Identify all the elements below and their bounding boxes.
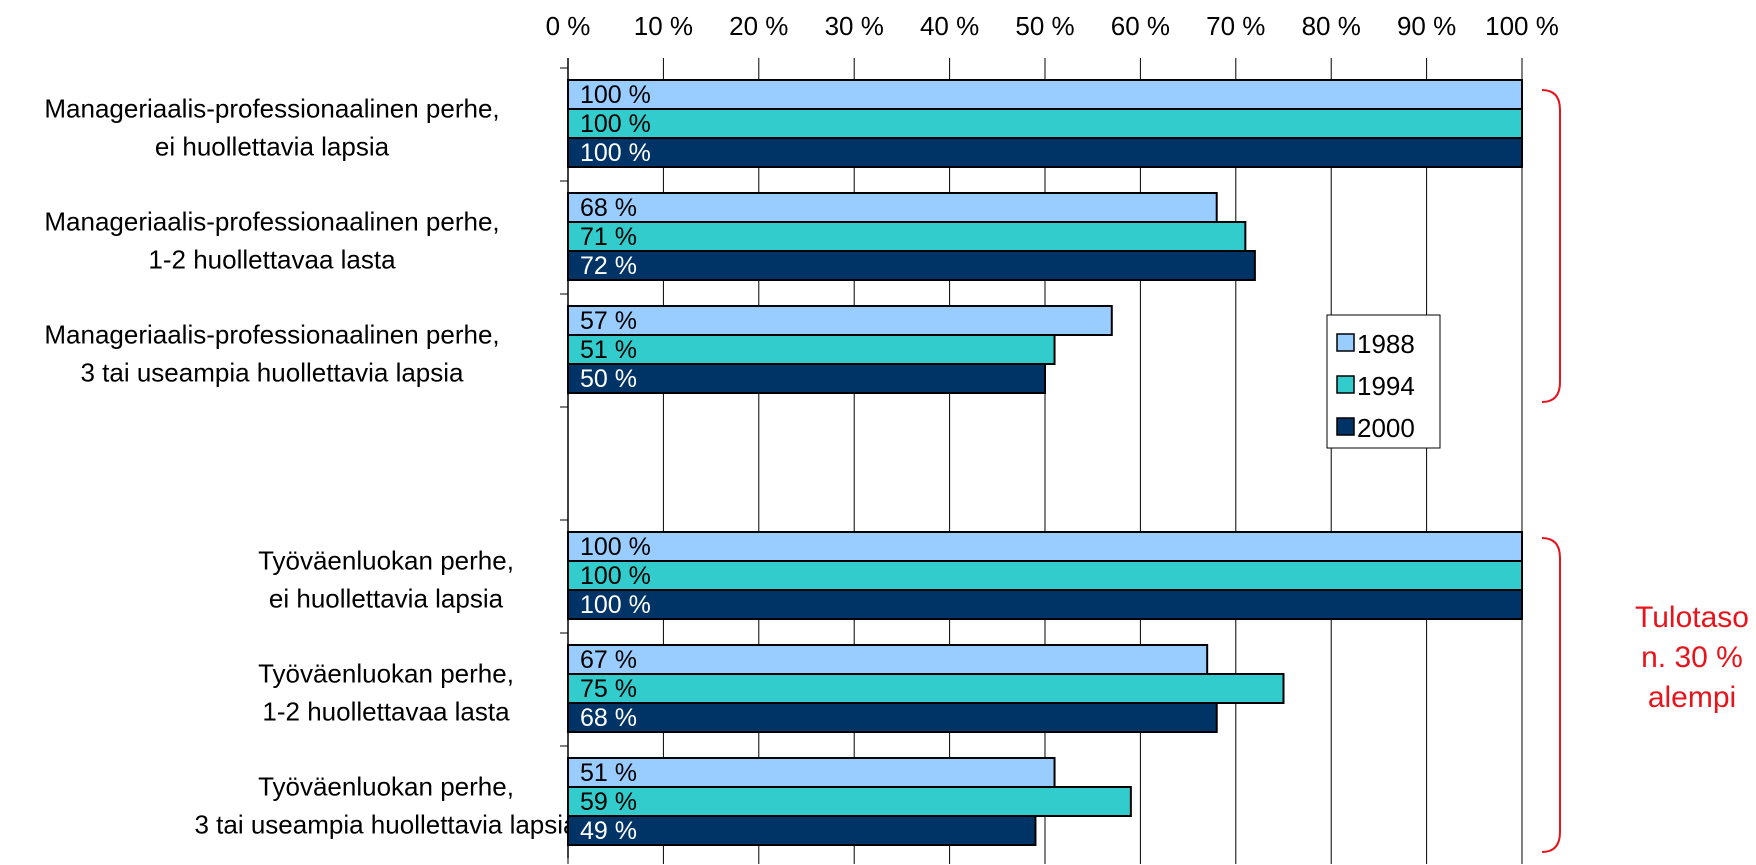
annotation-line: n. 30 % [1641, 641, 1743, 674]
category-labels: Manageriaalis-professionaalinen perhe, ei… [44, 94, 578, 840]
category-label: Työväenluokan perhe, 1-2 huollettavaa las… [258, 659, 514, 727]
category-label: Työväenluokan perhe, ei huollettavia laps… [258, 546, 514, 614]
x-tick-label: 40 % [920, 11, 979, 41]
bar-2000 [567, 589, 1523, 620]
bar-1988 [567, 757, 1056, 788]
category-label-line: 3 tai useampia huollettavia lapsia [194, 810, 578, 840]
bar-2000 [567, 250, 1256, 281]
bar-value-label: 59 % [580, 788, 637, 816]
legend-swatch [1336, 375, 1355, 394]
legend-swatch [1336, 417, 1355, 436]
x-tick-label: 70 % [1206, 11, 1265, 41]
annotation-line: Tulotaso [1635, 601, 1749, 634]
bar-value-label: 100 % [580, 81, 651, 109]
x-tick-label: 10 % [634, 11, 693, 41]
bar-value-label: 68 % [580, 704, 637, 732]
category-label: Työväenluokan perhe, 3 tai useampia huoll… [194, 772, 578, 840]
legend-label: 2000 [1357, 413, 1415, 443]
annotation-line: alempi [1648, 681, 1736, 714]
x-tick-label: 80 % [1302, 11, 1361, 41]
bar-1988 [567, 192, 1218, 223]
bar-1988 [567, 305, 1113, 336]
bar-value-label: 50 % [580, 365, 637, 393]
bar-1994 [567, 560, 1523, 591]
brackets [1541, 89, 1561, 853]
x-tick-label: 20 % [729, 11, 788, 41]
category-label-line: Työväenluokan perhe, [258, 659, 514, 689]
bar-1988 [567, 79, 1523, 110]
bar-value-label: 51 % [580, 336, 637, 364]
bar-1994 [567, 673, 1285, 704]
x-tick-label: 0 % [546, 11, 591, 41]
bar-1988 [567, 644, 1209, 675]
bar-1994 [567, 334, 1056, 365]
category-label: Manageriaalis-professionaalinen perhe, ei… [44, 94, 499, 162]
category-label-line: 1-2 huollettavaa lasta [148, 245, 396, 275]
x-tick-label: 100 % [1485, 11, 1559, 41]
category-label: Manageriaalis-professionaalinen perhe, 3 … [44, 320, 499, 388]
bar-value-label: 100 % [580, 533, 651, 561]
grid-lines [662, 58, 1523, 858]
category-label-line: Manageriaalis-professionaalinen perhe, [44, 207, 499, 237]
legend-label: 1994 [1357, 371, 1415, 401]
category-label-line: Manageriaalis-professionaalinen perhe, [44, 94, 499, 124]
bar-1994 [567, 108, 1523, 139]
x-axis: 0 % 10 % 20 % 30 % 40 % 50 % 60 % 70 % 80 % 90 % 1… [546, 11, 1559, 864]
bracket-working-class [1541, 537, 1561, 853]
category-label-line: ei huollettavia lapsia [155, 132, 390, 162]
category-label-line: ei huollettavia lapsia [269, 584, 504, 614]
bar-1994 [567, 221, 1247, 252]
x-tick-label: 30 % [825, 11, 884, 41]
annotation: Tulotaso n. 30 % alempi [1635, 601, 1749, 714]
x-tick-label: 90 % [1397, 11, 1456, 41]
x-tick-label: 60 % [1111, 11, 1170, 41]
legend: 1988 1994 2000 [1326, 314, 1441, 449]
category-label-line: 1-2 huollettavaa lasta [262, 697, 510, 727]
bar-value-label: 67 % [580, 646, 637, 674]
bracket-managerial [1541, 89, 1561, 403]
bar-value-label: 75 % [580, 675, 637, 703]
category-label-line: 3 tai useampia huollettavia lapsia [80, 358, 464, 388]
category-label-line: Työväenluokan perhe, [258, 772, 514, 802]
bars: 100 %100 %100 %68 %71 %72 %57 %51 %50 %1… [567, 79, 1523, 846]
bar-2000 [567, 815, 1037, 846]
category-label: Manageriaalis-professionaalinen perhe, 1-… [44, 207, 499, 275]
bar-value-label: 100 % [580, 591, 651, 619]
bar-value-label: 100 % [580, 139, 651, 167]
legend-swatch [1336, 333, 1355, 352]
bar-value-label: 57 % [580, 307, 637, 335]
bar-value-label: 51 % [580, 759, 637, 787]
bar-value-label: 72 % [580, 252, 637, 280]
x-tick-label: 50 % [1015, 11, 1074, 41]
bar-1994 [567, 786, 1132, 817]
bar-value-label: 100 % [580, 562, 651, 590]
bar-value-label: 49 % [580, 817, 637, 845]
bar-value-label: 68 % [580, 194, 637, 222]
bar-value-label: 71 % [580, 223, 637, 251]
category-label-line: Manageriaalis-professionaalinen perhe, [44, 320, 499, 350]
bar-2000 [567, 137, 1523, 168]
bar-value-label: 100 % [580, 110, 651, 138]
bar-2000 [567, 363, 1046, 394]
category-label-line: Työväenluokan perhe, [258, 546, 514, 576]
bar-1988 [567, 531, 1523, 562]
bar-2000 [567, 702, 1218, 733]
legend-label: 1988 [1357, 329, 1415, 359]
